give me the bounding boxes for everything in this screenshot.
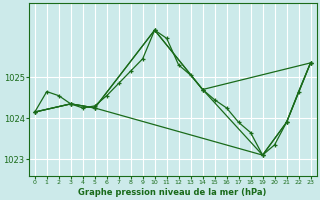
X-axis label: Graphe pression niveau de la mer (hPa): Graphe pression niveau de la mer (hPa)	[78, 188, 267, 197]
